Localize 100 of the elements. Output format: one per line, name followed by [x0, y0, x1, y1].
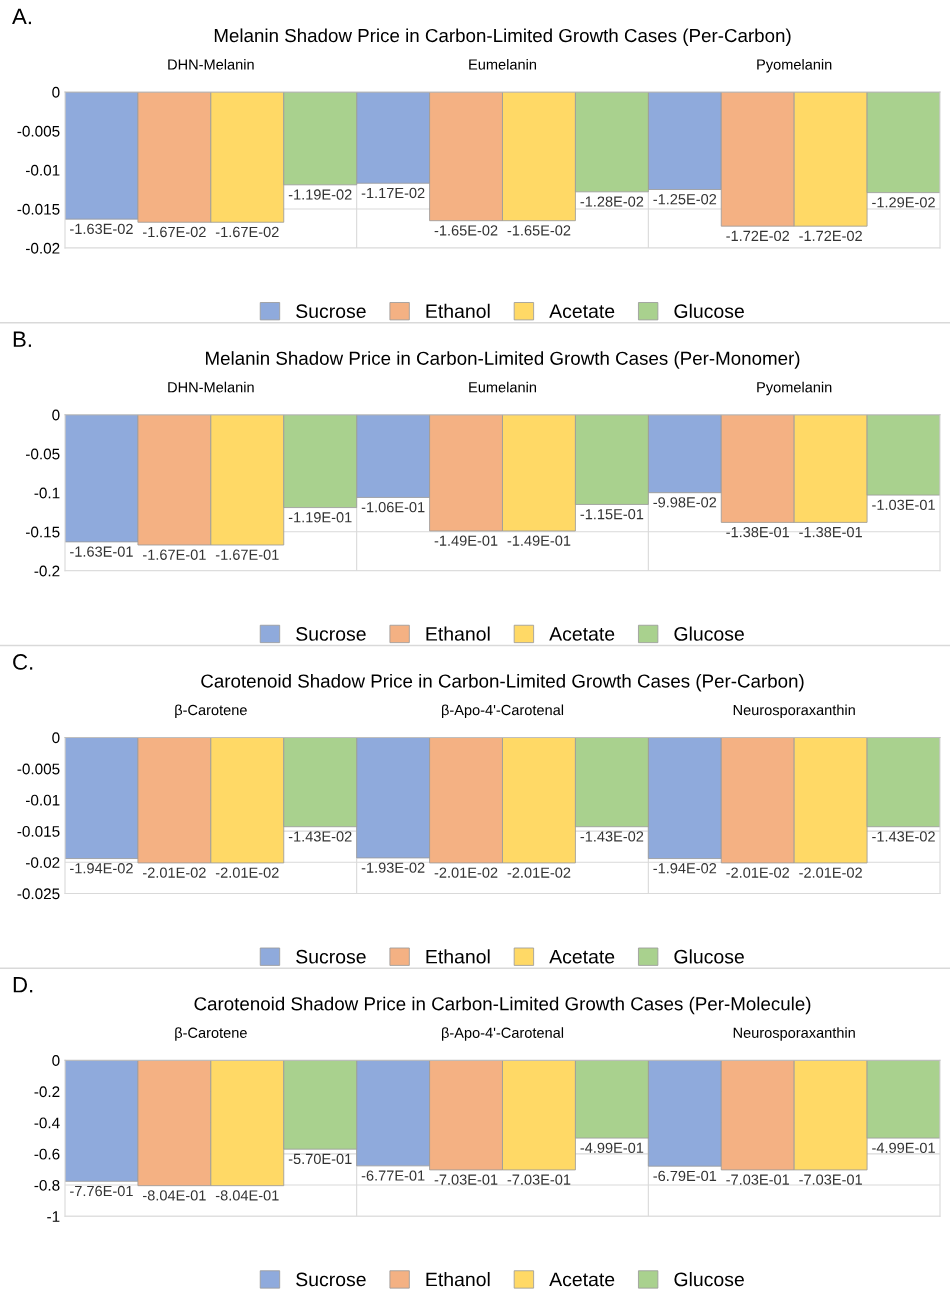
x-tick-label: Pyomelanin	[757, 381, 832, 396]
data-label: -7.76E-01	[70, 1185, 133, 1197]
y-tick-label: -0.015	[17, 203, 60, 215]
data-label: -1.19E-01	[288, 512, 352, 523]
x-tick-label: β-Apo-4'-Carotenal	[442, 704, 564, 719]
y-tick-label: -1	[47, 1211, 60, 1222]
x-tick-label: β-Carotene	[175, 704, 247, 719]
y-tick-label: -0.8	[34, 1179, 60, 1191]
legend-label: Glucose	[674, 626, 744, 641]
legend-label: Ethanol	[426, 949, 490, 964]
data-label: -8.04E-01	[215, 1190, 279, 1201]
data-label: -9.98E-02	[653, 497, 717, 508]
data-label: -1.38E-01	[726, 526, 790, 538]
legend-label: Acetate	[549, 304, 615, 319]
y-tick-label: -0.15	[26, 526, 60, 538]
chart-title: Melanin Shadow Price in Carbon-Limited Growth Cases (Per-Carbon)	[214, 28, 791, 46]
y-tick-label: -0.1	[34, 487, 60, 499]
data-label: -1.63E-02	[70, 223, 133, 235]
y-tick-label: 0	[52, 732, 60, 744]
legend-label: Glucose	[674, 1272, 744, 1287]
text: A.	[12, 8, 31, 25]
data-label: -6.79E-01	[653, 1170, 717, 1182]
legend-label: Glucose	[674, 949, 744, 964]
legend-label: Acetate	[549, 949, 615, 964]
legend-label: Ethanol	[426, 1272, 490, 1287]
y-tick-label: -0.05	[26, 448, 60, 460]
data-label: -1.49E-01	[434, 535, 498, 546]
data-label: -1.38E-01	[799, 526, 862, 538]
data-label: -1.15E-01	[580, 509, 644, 520]
text: B.	[13, 331, 31, 347]
data-label: -7.03E-01	[799, 1174, 862, 1185]
data-label: -5.70E-01	[288, 1153, 352, 1165]
y-tick-label: -0.025	[17, 888, 60, 900]
y-tick-label: 0	[52, 86, 60, 98]
x-tick-label: Neurosporaxanthin	[733, 1027, 855, 1041]
y-tick-label: -0.005	[17, 125, 60, 137]
chart-title: Melanin Shadow Price in Carbon-Limited Growth Cases (Per-Monomer)	[206, 351, 800, 369]
data-label: -1.06E-01	[361, 501, 425, 513]
data-label: -7.03E-01	[726, 1174, 790, 1185]
data-label: -2.01E-02	[799, 867, 862, 878]
data-label: -1.65E-02	[507, 225, 571, 236]
data-label: -1.49E-01	[507, 535, 571, 546]
data-label: -1.43E-02	[872, 831, 935, 842]
chart-title: Carotenoid Shadow Price in Carbon-Limited Growth Cases (Per-Molecule)	[194, 996, 811, 1015]
data-label: -1.65E-02	[434, 225, 498, 236]
data-label: -1.43E-02	[580, 831, 644, 842]
data-label: -4.99E-01	[872, 1142, 935, 1153]
y-tick-label: -0.6	[34, 1148, 60, 1160]
y-tick-label: -0.02	[26, 242, 60, 254]
y-tick-label: -0.01	[26, 794, 60, 806]
data-label: -7.03E-01	[507, 1174, 571, 1185]
x-tick-label: β-Carotene	[175, 1027, 247, 1041]
x-tick-label: DHN-Melanin	[168, 381, 254, 393]
data-label: -7.03E-01	[434, 1174, 498, 1185]
data-label: -2.01E-02	[143, 867, 206, 878]
text: C.	[13, 654, 33, 670]
legend-label: Sucrose	[296, 1272, 366, 1287]
data-label: -1.72E-02	[799, 230, 862, 242]
text: D.	[13, 977, 33, 993]
y-tick-label: -0.015	[17, 825, 60, 837]
chart-title: Carotenoid Shadow Price in Carbon-Limited Growth Cases (Per-Carbon)	[201, 673, 804, 692]
data-label: -1.17E-02	[361, 187, 425, 199]
data-label: -1.93E-02	[361, 862, 425, 873]
data-label: -8.04E-01	[143, 1190, 206, 1201]
legend-label: Sucrose	[296, 949, 366, 964]
legend-label: Acetate	[549, 1272, 615, 1287]
y-tick-label: -0.01	[26, 164, 60, 176]
legend-label: Sucrose	[296, 627, 366, 641]
data-label: -6.77E-01	[361, 1170, 425, 1181]
y-tick-label: 0	[52, 409, 60, 421]
data-label: -2.01E-02	[434, 867, 498, 878]
y-tick-label: -0.2	[34, 565, 60, 577]
y-tick-label: -0.005	[17, 763, 60, 775]
data-label: -1.94E-02	[653, 863, 717, 874]
legend-label: Ethanol	[426, 303, 490, 319]
y-tick-label: 0	[52, 1055, 60, 1066]
data-label: -1.94E-02	[70, 863, 133, 874]
data-label: -1.67E-02	[143, 226, 206, 238]
legend-label: Sucrose	[296, 304, 366, 319]
x-tick-label: Eumelanin	[469, 58, 537, 70]
data-label: -1.25E-02	[653, 194, 717, 205]
data-label: -1.67E-01	[143, 549, 206, 560]
data-label: -2.01E-02	[726, 867, 789, 878]
legend-label: Ethanol	[426, 626, 490, 641]
data-label: -2.01E-02	[507, 867, 571, 878]
data-label: -1.29E-02	[872, 197, 935, 208]
legend-label: Acetate	[549, 627, 615, 641]
data-label: -1.67E-02	[215, 226, 279, 238]
x-tick-label: Pyomelanin	[757, 58, 832, 73]
data-label: -1.28E-02	[580, 196, 644, 207]
x-tick-label: DHN-Melanin	[168, 58, 254, 70]
data-label: -1.63E-01	[70, 546, 133, 557]
x-tick-label: β-Apo-4'-Carotenal	[442, 1027, 564, 1041]
x-tick-label: Eumelanin	[469, 381, 537, 393]
data-label: -1.67E-01	[215, 549, 279, 560]
data-label: -1.43E-02	[288, 831, 352, 842]
y-tick-label: -0.2	[34, 1086, 60, 1098]
data-label: -4.99E-01	[580, 1142, 644, 1153]
legend-label: Glucose	[674, 303, 744, 319]
data-label: -1.72E-02	[726, 230, 789, 242]
